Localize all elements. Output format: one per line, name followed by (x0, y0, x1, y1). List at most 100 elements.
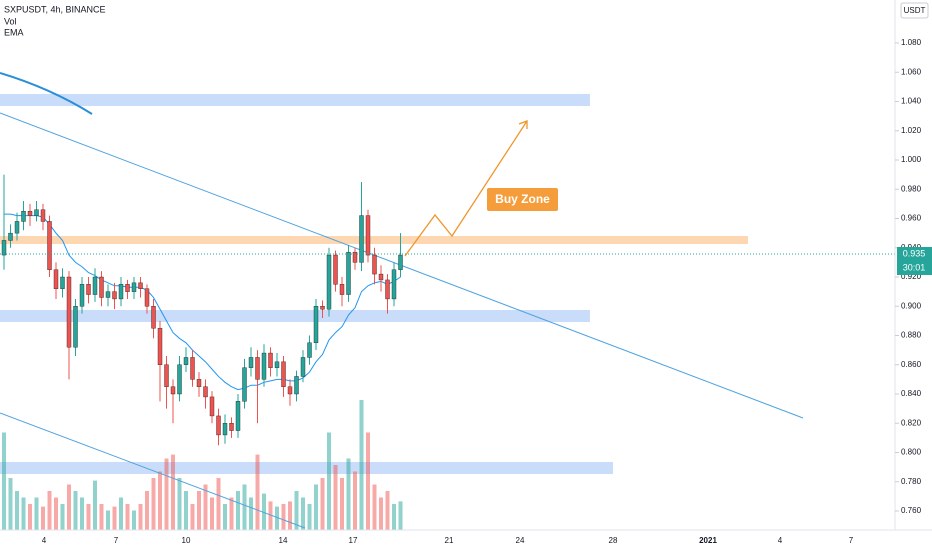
candle-body (313, 306, 319, 344)
volume-bar (379, 497, 383, 530)
y-tick-label: 0.800 (901, 448, 922, 457)
candle-body (378, 273, 384, 281)
candle-body (248, 357, 254, 368)
indicator-label: Vol (4, 16, 17, 26)
volume-bar (112, 506, 117, 530)
volume-bar (392, 504, 396, 530)
x-tick-label: 24 (516, 536, 525, 545)
volume-bar (242, 484, 247, 530)
candle-body (229, 423, 234, 431)
trend-line (0, 412, 306, 529)
y-tick-label: 0.880 (901, 331, 922, 340)
candle-body (170, 386, 176, 395)
candle-body (1, 240, 7, 256)
candle-body (40, 209, 46, 222)
candle-body (60, 276, 65, 289)
volume-bar (106, 510, 110, 530)
y-tick-label: 0.860 (901, 360, 922, 369)
volume-bar (41, 506, 45, 530)
candle-body (151, 306, 156, 329)
candle-body (66, 276, 72, 348)
y-tick-label: 1.060 (901, 67, 922, 76)
x-tick-label: 10 (182, 536, 191, 545)
volume-bar (288, 501, 292, 530)
volume-bar (223, 504, 227, 530)
candle-body (300, 357, 306, 377)
indicator-label: EMA (4, 27, 24, 37)
candle-body (274, 361, 280, 368)
candle-body (333, 254, 338, 285)
candle-body (138, 282, 143, 289)
candle-body (53, 269, 59, 289)
volume-bar (294, 491, 299, 530)
currency: USDT (904, 6, 926, 15)
candle-body (398, 254, 403, 270)
candle-body (268, 352, 273, 368)
volume-bar (34, 497, 39, 530)
x-tick-label: 17 (349, 536, 358, 545)
volume-bar (80, 497, 84, 530)
volume-bar (333, 465, 338, 530)
volume-bar (301, 497, 305, 530)
y-tick-label: 0.900 (901, 301, 922, 310)
candle-body (144, 288, 150, 307)
x-tick-label: 14 (279, 536, 288, 545)
candle-body (294, 376, 299, 395)
volume-bar (190, 504, 195, 530)
candle-body (339, 284, 345, 295)
projection: Buy Zone (404, 120, 558, 257)
volume-bar (340, 478, 344, 530)
volume-bar (21, 497, 26, 530)
volume-bar (73, 491, 78, 530)
volume-bar (171, 454, 175, 530)
candle-body (346, 251, 351, 295)
candle-body (326, 254, 332, 310)
candle-body (287, 386, 293, 395)
buy-zone-band (0, 236, 748, 244)
volume-bar (249, 497, 253, 530)
volume-bar (158, 471, 162, 530)
candle-body (261, 352, 267, 380)
candle-body (112, 291, 117, 300)
candle-body (73, 306, 78, 348)
support-zone (0, 310, 590, 322)
x-tick-label: 2021 (699, 536, 717, 545)
chart-title: SXPUSDT, 4h, BINANCE (4, 4, 106, 14)
candle-body (27, 210, 33, 216)
candle-body (118, 284, 124, 300)
volume-bar (275, 506, 279, 530)
candle-body (307, 342, 312, 358)
candle-body (131, 282, 137, 292)
y-tick-label: 0.960 (901, 214, 922, 223)
volume-bar (15, 491, 19, 530)
candle-body (320, 306, 325, 310)
volume-bar (138, 504, 143, 530)
candle-body (34, 209, 39, 216)
arrow-head (518, 120, 528, 129)
candle-body (242, 367, 247, 402)
volume-bar (203, 484, 208, 530)
volume-bar (54, 497, 58, 530)
annotation: Buy Zone (495, 192, 550, 206)
volume-bar (385, 491, 390, 530)
candle-body (92, 276, 98, 295)
volume-bar (216, 478, 221, 530)
candle-body (14, 221, 20, 234)
candle-body (177, 364, 182, 395)
y-tick-label: 0.760 (901, 506, 922, 515)
candle-body (255, 357, 260, 380)
volume-bar (281, 504, 286, 530)
volume-bar (307, 504, 312, 530)
volume-bar (132, 510, 136, 530)
volume-bar (262, 493, 266, 530)
volume-bar (151, 478, 156, 530)
volume-bar (327, 432, 331, 530)
volume-bar (366, 432, 370, 530)
candle-body (183, 357, 189, 365)
last-price: 0.935 (903, 248, 926, 258)
volume-bar (119, 497, 123, 530)
x-tick-label: 4 (42, 536, 47, 545)
resistance-zone (0, 94, 590, 106)
countdown: 30:01 (903, 262, 926, 272)
